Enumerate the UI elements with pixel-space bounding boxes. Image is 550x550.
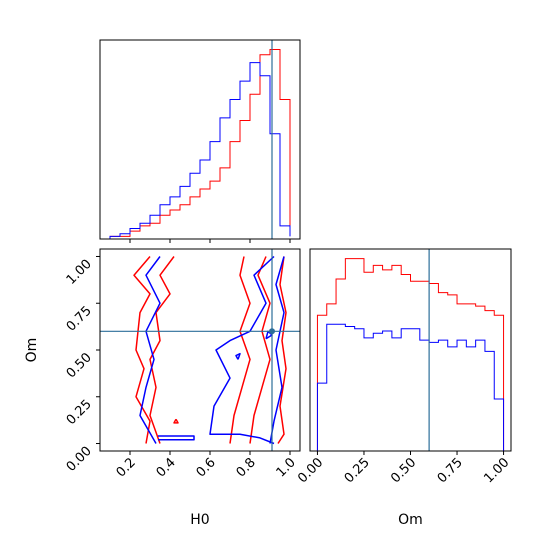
h0-histogram-frame <box>99 39 301 240</box>
x-tick-label: 0.50 <box>388 455 419 486</box>
truth-point <box>269 328 275 335</box>
y-tick-label: 0.75 <box>64 303 95 334</box>
contour-red-line <box>249 256 271 444</box>
om-histogram-panel: 0.00 0.25 0.50 0.75 1.00 Om <box>295 248 512 528</box>
om-histogram-red-series <box>316 258 505 451</box>
contour-red-line <box>229 256 251 444</box>
x-tick-label: 1.00 <box>481 455 512 486</box>
y-tick-label: 0.00 <box>64 444 95 475</box>
x-tick-label: 0.8 <box>234 455 259 480</box>
contour-blue-line <box>209 255 275 445</box>
h0-histogram-panel <box>99 39 301 243</box>
contour-blue-line <box>269 256 285 444</box>
contour-blue-line <box>139 256 161 444</box>
x-tick-label: 0.00 <box>295 455 326 486</box>
x-tick-label: 0.25 <box>342 455 373 486</box>
y-axis-label: Om <box>24 338 40 363</box>
contour-blue-line <box>158 435 195 441</box>
contour-frame <box>99 248 301 452</box>
x-tick-label: 0.6 <box>194 455 219 480</box>
x-tick-label: 0.4 <box>154 455 179 480</box>
contour-red-line <box>133 256 151 444</box>
y-tick-label: 0.50 <box>64 350 95 381</box>
x-tick-label: 0.2 <box>114 455 139 480</box>
contour-lines <box>133 255 287 445</box>
contour-red-line <box>149 256 175 444</box>
om-histogram-blue-series <box>316 323 505 451</box>
x-axis-label: H0 <box>190 512 209 528</box>
contour-blue-line <box>235 352 241 360</box>
y-tick-label: 0.25 <box>64 397 95 428</box>
h0-histogram-blue-series <box>109 62 291 239</box>
h0-histogram-red-series <box>109 48 291 239</box>
contour-red-line <box>277 256 287 444</box>
x-axis-label: Om <box>398 512 423 528</box>
y-tick-label: 1.00 <box>64 257 95 288</box>
contour-red-line <box>173 418 179 424</box>
x-tick-label: 0.75 <box>435 455 466 486</box>
